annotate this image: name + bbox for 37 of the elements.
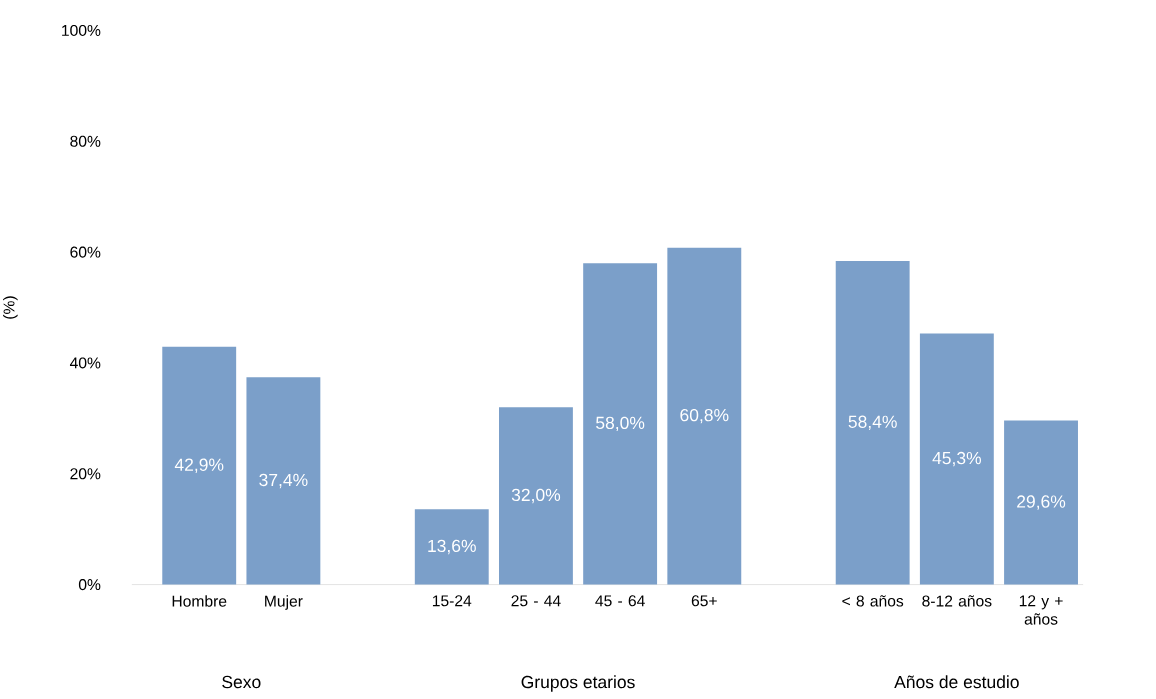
x-tick-label: < 8 años bbox=[842, 595, 904, 607]
data-label: 37,4% bbox=[259, 473, 308, 489]
bar bbox=[667, 247, 742, 585]
x-tick-label: 15-24 bbox=[432, 595, 472, 607]
y-tick-label: 40% bbox=[69, 357, 101, 369]
data-label: 60,8% bbox=[680, 408, 729, 424]
x-tick-label: 65+ bbox=[691, 595, 717, 607]
text: Años de estudio bbox=[894, 675, 1019, 689]
bar bbox=[1004, 420, 1078, 585]
text: Sexo bbox=[222, 675, 261, 689]
bar bbox=[499, 407, 573, 585]
data-label: 45,3% bbox=[932, 451, 982, 467]
bar bbox=[835, 260, 910, 585]
bar bbox=[246, 377, 321, 585]
x-tick-label: 45 - 64 bbox=[595, 595, 645, 607]
data-label: 29,6% bbox=[1017, 495, 1066, 510]
x-tick-label: 12 y + años bbox=[1019, 595, 1063, 625]
bar bbox=[414, 509, 489, 585]
x-tick-label: 8-12 años bbox=[922, 595, 992, 607]
y-axis-title: (%) bbox=[3, 296, 18, 319]
y-tick-label: 100% bbox=[62, 24, 101, 36]
y-tick-label: 60% bbox=[70, 246, 101, 258]
data-label: 32,0% bbox=[511, 488, 561, 504]
y-tick-label: 20% bbox=[70, 468, 101, 480]
y-tick-label: 80% bbox=[70, 135, 101, 147]
y-tick-label: 0% bbox=[78, 579, 101, 591]
data-label: 58,0% bbox=[596, 416, 645, 432]
x-tick-label: Hombre bbox=[172, 595, 227, 607]
x-tick-label: 25 - 44 bbox=[511, 595, 561, 607]
data-label: 58,4% bbox=[848, 415, 897, 430]
x-tick-label: Mujer bbox=[265, 595, 303, 610]
bar bbox=[919, 333, 994, 585]
data-label: 13,6% bbox=[428, 539, 476, 555]
text: Grupos etarios bbox=[521, 675, 635, 692]
data-label: 42,9% bbox=[174, 458, 224, 473]
bar bbox=[583, 263, 658, 585]
bar bbox=[162, 346, 237, 585]
